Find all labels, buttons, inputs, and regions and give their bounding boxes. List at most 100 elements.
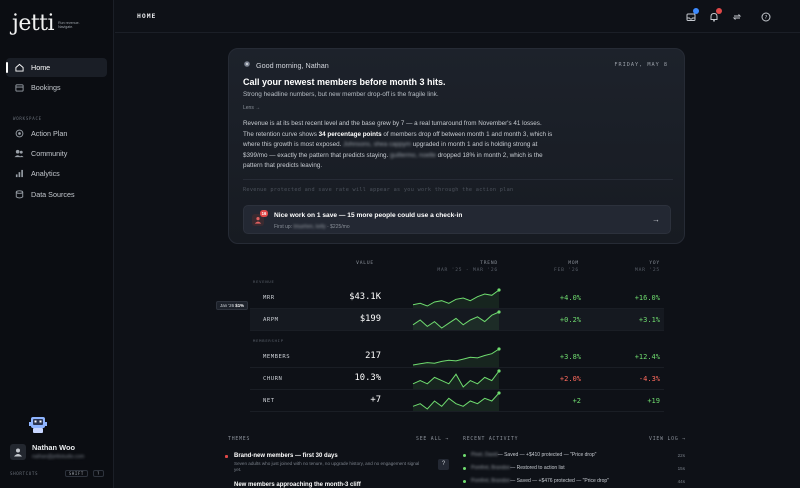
trend-sparkline[interactable] [410,309,502,331]
activity-text: — Saved — +$476 protected — "Price drop" [510,478,609,484]
metric-mom: +3.8% [559,353,581,361]
trend-sparkline[interactable] [410,368,502,390]
briefing-card: Good morning, Nathan FRIDAY, MAY 8 Call … [228,48,685,244]
trend-sparkline[interactable] [410,390,502,412]
group-label-revenue: REVENUE [253,279,275,284]
activity-item[interactable]: Pomfret, Brandon — Saved — +$476 protect… [463,478,685,484]
sparkle-icon [243,60,251,70]
bell-icon[interactable] [707,8,722,23]
user-profile[interactable]: Nathan Woo nathan@jettistudio.com [10,443,84,460]
sidebar-item-label: Analytics [31,169,60,178]
metric-yoy: +19 [647,397,660,405]
shortcut-key-shift: SHIFT [64,470,88,477]
action-count-badge: 16 [260,210,268,217]
progress-placeholder: Revenue protected and save rate will app… [243,187,514,193]
action-title: Nice work on 1 save — 15 more people cou… [274,212,463,219]
sidebar-item-label: Action Plan [31,129,68,138]
breadcrumb: HOME [137,12,157,20]
database-icon [13,190,25,200]
theme-title: Brand-new members — first 30 days [234,453,338,459]
column-header-trend: TREND [480,261,498,266]
logo-tagline: Run revenue. Navigate. [58,20,80,30]
metric-name: ARPM [263,317,279,323]
sidebar: jetti Run revenue. Navigate. Home Bookin… [0,0,114,488]
question-badge[interactable]: ? [438,459,449,470]
sidebar-item-home[interactable]: Home [6,58,107,77]
sidebar-item-analytics[interactable]: Analytics [6,164,107,183]
theme-title: New members approaching the month-3 clif… [234,482,361,488]
inbox-badge [693,8,699,14]
greeting: Good morning, Nathan [243,60,329,70]
sidebar-item-data-sources[interactable]: Data Sources [6,185,107,204]
action-subtitle: First up: tmuehen, kelly · $225/mo [274,224,350,230]
calendar-icon [13,83,25,93]
sparkline-line [412,348,500,366]
metric-name: NET [263,398,275,404]
inbox-icon[interactable] [684,8,699,23]
body-part: dropped 18% in month 2, which is the pat… [243,151,543,170]
lens-link[interactable]: Lens → [243,105,261,111]
sidebar-item-bookings[interactable]: Bookings [6,78,107,97]
status-dot-icon [463,466,466,470]
metric-yoy: +16.0% [634,294,660,302]
logo[interactable]: jetti Run revenue. Navigate. [12,12,82,36]
home-icon [13,63,25,73]
metric-value: 217 [365,351,381,361]
metric-name: CHURN [263,376,283,382]
metric-row-arpm[interactable]: ARPM $199 +0.2% +3.1% [250,309,664,331]
briefing-body: Revenue is at its best recent level and … [243,119,553,172]
sidebar-item-action-plan[interactable]: Action Plan [6,124,107,143]
metric-name: MRR [263,295,275,301]
theme-item[interactable]: New members approaching the month-3 clif… [228,482,448,488]
sparkline-line [412,289,500,307]
metric-row-members[interactable]: MEMBERS 217 +3.8% +12.4% [250,346,664,368]
sidebar-item-label: Data Sources [31,190,75,199]
sidebar-item-community[interactable]: Community [6,144,107,163]
status-dot-icon [463,479,466,483]
redacted-name: tmuehen, kelly [293,224,326,230]
people-alert-icon: 16 [252,210,268,226]
trend-sparkline[interactable] [410,346,502,368]
activity-text: — Restored to action list [510,465,565,471]
avatar [10,443,26,460]
redacted-name: Pomfret, Brandon [471,465,511,471]
metric-mom: +2 [572,397,581,405]
trend-sparkline[interactable] [410,287,502,309]
metric-row-mrr[interactable]: MRR $43.1K +4.0% +16.0% [250,287,664,309]
metric-row-net[interactable]: NET +7 +2 +19 [250,390,664,412]
tooltip-value: $1% [235,303,245,308]
theme-description: Seven adults who just joined with no ten… [234,461,420,472]
theme-item[interactable]: Brand-new members — first 30 days Seven … [225,453,448,473]
sparkline-endpoint [497,369,501,373]
activity-item[interactable]: Pinel, David — Saved — +$410 protected —… [463,452,685,458]
body-highlight: 34 percentage points [318,130,382,138]
activity-time: 15s [677,465,685,471]
sidebar-item-label: Community [31,149,68,158]
view-log-link[interactable]: VIEW LOG → [649,437,686,442]
activity-item[interactable]: Pomfret, Brandon — Restored to action li… [463,465,685,471]
activity-time: 44s [677,478,685,484]
activity-title: RECENT ACTIVITY [463,437,519,442]
greeting-text: Good morning, Nathan [256,60,329,70]
mascot-robot-icon [27,414,49,436]
redacted-name: guillermo, noelle [390,151,436,159]
sync-icon[interactable] [730,10,743,23]
metric-mom: +4.0% [559,294,581,302]
metric-value: $199 [359,314,381,324]
metric-row-churn[interactable]: CHURN 10.3% +2.0% -4.3% [250,368,664,390]
activity-time: 22s [677,452,685,458]
action-sub-prefix: First up: [274,224,294,230]
trend-tooltip: Jan '26 $1% [216,301,249,310]
chart-icon [13,169,25,179]
metric-value: 10.3% [354,373,381,383]
sparkline-line [412,392,500,410]
shortcuts-bar[interactable]: SHORTCUTS SHIFT ? [10,470,104,477]
action-plan-callout[interactable]: 16 Nice work on 1 save — 15 more people … [243,205,671,234]
divider [243,179,673,180]
see-all-link[interactable]: SEE ALL → [416,437,450,442]
arrow-right-icon[interactable]: → [652,215,660,224]
column-header-mom: MOM [568,261,579,266]
help-icon[interactable]: ? [759,10,772,23]
group-label-membership: MEMBERSHIP [253,338,284,343]
sparkline-line [412,311,500,329]
